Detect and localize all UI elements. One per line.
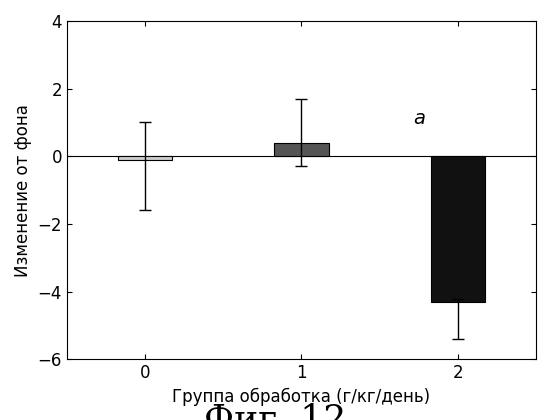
Bar <box>274 143 329 156</box>
X-axis label: Группа обработка (г/кг/день): Группа обработка (г/кг/день) <box>172 388 431 406</box>
Text: a: a <box>413 108 425 128</box>
Bar <box>431 156 485 302</box>
Text: Фиг. 12: Фиг. 12 <box>204 403 346 420</box>
Bar <box>118 156 172 160</box>
Y-axis label: Изменение от фона: Изменение от фона <box>14 104 32 277</box>
